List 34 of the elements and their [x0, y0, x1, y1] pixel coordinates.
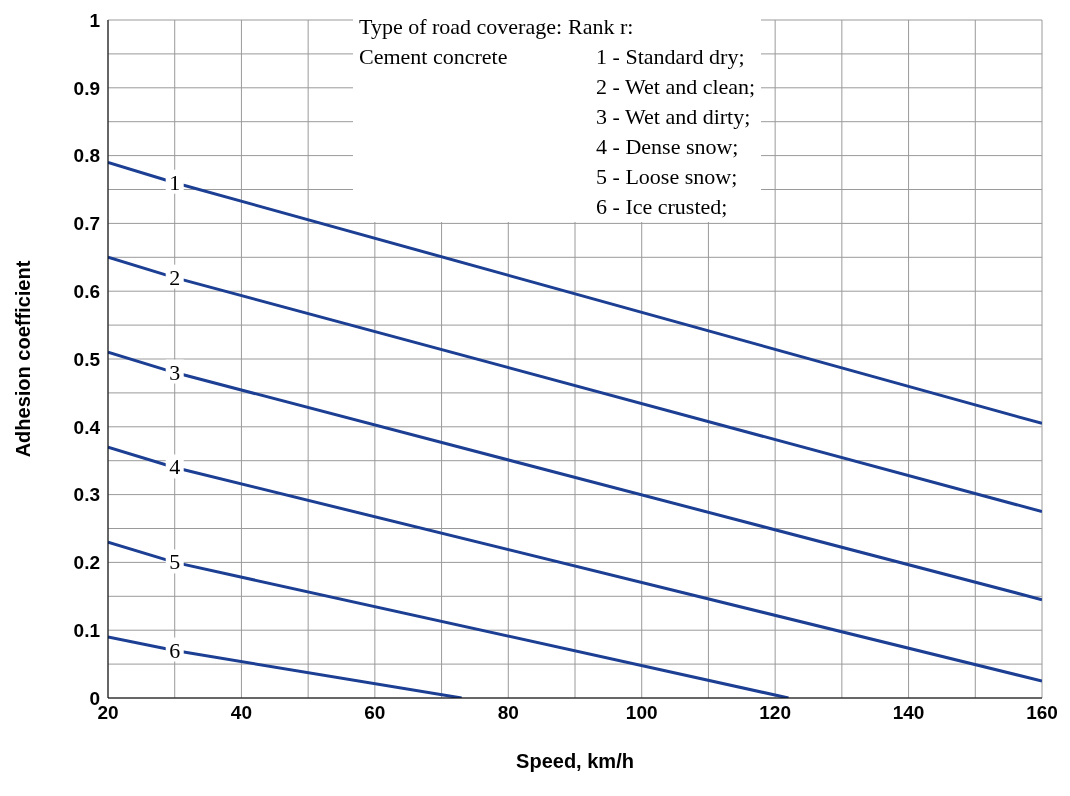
annotation: Type of road coverage:: [359, 13, 563, 41]
annotation: 6 - Ice crusted;: [595, 193, 729, 221]
series-label: 5: [169, 549, 181, 575]
annotation: 3 - Wet and dirty;: [595, 103, 752, 131]
x-tick-label: 140: [892, 702, 925, 724]
y-tick-label: 0.3: [73, 484, 100, 506]
x-tick-label: 80: [497, 702, 519, 724]
y-tick-label: 0.7: [73, 213, 100, 235]
annotation: Cement concrete: [359, 43, 509, 71]
annotation: 1 - Standard dry;: [595, 43, 746, 71]
annotation: 4 - Dense snow;: [595, 133, 740, 161]
y-tick-label: 0.8: [73, 145, 100, 167]
y-tick-label: 0.1: [73, 619, 101, 641]
y-tick-label: 0.9: [73, 77, 100, 99]
series-label: 1: [169, 169, 181, 195]
x-tick-label: 40: [230, 702, 252, 724]
x-tick-label: 100: [625, 702, 658, 724]
y-tick-label: 0.6: [73, 280, 100, 302]
series-label: 3: [169, 359, 181, 385]
annotation: 2 - Wet and clean;: [595, 73, 756, 101]
annotation: Rank r:: [568, 13, 635, 41]
y-tick-label: 0.5: [73, 348, 101, 370]
x-axis-title: Speed, km/h: [516, 750, 634, 772]
series-label: 4: [169, 454, 181, 480]
annotation: 5 - Loose snow;: [595, 163, 739, 191]
x-tick-label: 60: [364, 702, 386, 724]
y-tick-label: 0.2: [73, 552, 100, 574]
y-tick-label: 0.4: [73, 416, 101, 438]
x-tick-label: 160: [1026, 702, 1058, 724]
x-tick-label: 120: [759, 702, 791, 724]
series-label: 2: [169, 264, 181, 290]
y-tick-label: 1: [89, 9, 101, 31]
y-axis-title: Adhesion coefficient: [12, 260, 35, 458]
series-label: 6: [169, 637, 181, 663]
